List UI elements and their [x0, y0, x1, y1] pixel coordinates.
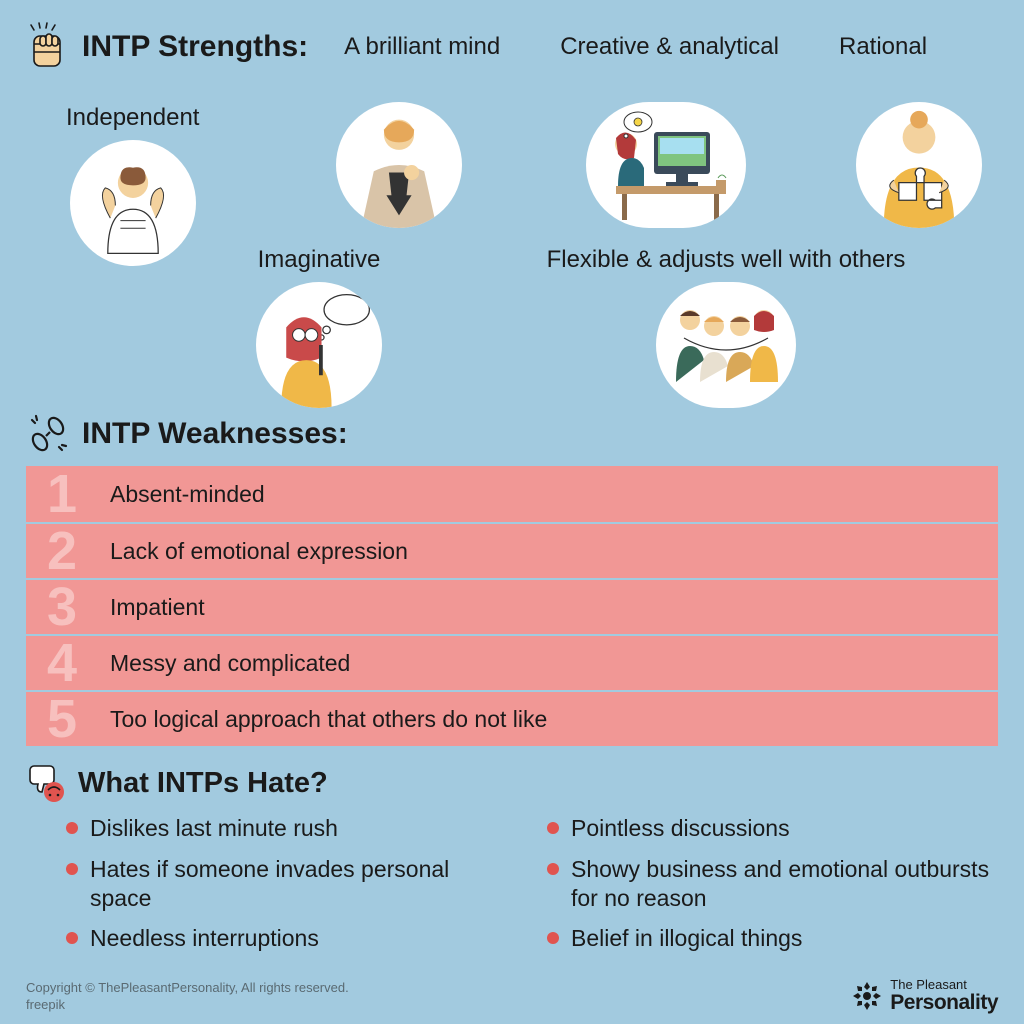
- strength-rational: [856, 102, 982, 228]
- bullet-icon: [547, 822, 559, 834]
- strengths-grid: Independent: [26, 76, 998, 406]
- weakness-text: Absent-minded: [110, 481, 265, 508]
- logo-text: The Pleasant Personality: [890, 978, 998, 1014]
- hate-text: Hates if someone invades personal space: [90, 855, 517, 913]
- hate-text: Needless interruptions: [90, 924, 319, 953]
- hate-text: Pointless discussions: [571, 814, 790, 843]
- weaknesses-header: INTP Weaknesses:: [26, 412, 998, 456]
- hate-item: Hates if someone invades personal space: [66, 855, 517, 913]
- weakness-number: 4: [32, 636, 92, 690]
- strength-label-creative: Creative & analytical: [560, 33, 779, 61]
- bullet-icon: [66, 822, 78, 834]
- strength-independent: Independent: [66, 104, 199, 266]
- thumbs-down-icon: [26, 762, 68, 804]
- weakness-text: Too logical approach that others do not …: [110, 706, 547, 733]
- logo-line2: Personality: [890, 992, 998, 1014]
- weakness-row: 4 Messy and complicated: [26, 634, 998, 690]
- strengths-top-labels: A brilliant mind Creative & analytical R…: [344, 33, 927, 61]
- hates-header: What INTPs Hate?: [26, 762, 998, 804]
- hate-item: Belief in illogical things: [547, 924, 998, 953]
- hates-left-column: Dislikes last minute rush Hates if someo…: [66, 814, 517, 965]
- strength-label-independent: Independent: [66, 104, 199, 132]
- creative-icon: [586, 102, 746, 228]
- strength-label-brilliant: A brilliant mind: [344, 33, 500, 61]
- weakness-row: 2 Lack of emotional expression: [26, 522, 998, 578]
- footer: Copyright © ThePleasantPersonality, All …: [26, 978, 998, 1014]
- bullet-icon: [66, 932, 78, 944]
- weakness-text: Impatient: [110, 594, 205, 621]
- weakness-number: 2: [32, 524, 92, 578]
- independent-icon: [70, 140, 196, 266]
- hate-item: Needless interruptions: [66, 924, 517, 953]
- copyright-block: Copyright © ThePleasantPersonality, All …: [26, 980, 349, 1014]
- weakness-text: Messy and complicated: [110, 650, 350, 677]
- weakness-text: Lack of emotional expression: [110, 538, 408, 565]
- hates-title: What INTPs Hate?: [78, 767, 328, 800]
- hate-text: Belief in illogical things: [571, 924, 802, 953]
- strength-imaginative: Imaginative: [256, 246, 382, 408]
- strength-label-imaginative: Imaginative: [256, 246, 382, 274]
- weakness-row: 3 Impatient: [26, 578, 998, 634]
- fist-icon: [26, 22, 68, 72]
- strength-label-rational: Rational: [839, 33, 927, 61]
- hate-text: Dislikes last minute rush: [90, 814, 338, 843]
- bullet-icon: [66, 863, 78, 875]
- weakness-row: 1 Absent-minded: [26, 466, 998, 522]
- chain-icon: [26, 412, 70, 456]
- strengths-header: INTP Strengths: A brilliant mind Creativ…: [26, 22, 998, 72]
- weaknesses-title: INTP Weaknesses:: [82, 417, 348, 451]
- strength-flexible: Flexible & adjusts well with others: [526, 246, 926, 408]
- bullet-icon: [547, 863, 559, 875]
- strength-brilliant: [336, 102, 462, 228]
- weakness-number: 1: [32, 467, 92, 521]
- weakness-row: 5 Too logical approach that others do no…: [26, 690, 998, 746]
- imaginative-icon: [256, 282, 382, 408]
- weakness-number: 3: [32, 580, 92, 634]
- page-root: INTP Strengths: A brilliant mind Creativ…: [0, 0, 1024, 987]
- hates-columns: Dislikes last minute rush Hates if someo…: [26, 814, 998, 965]
- bullet-icon: [547, 932, 559, 944]
- weakness-number: 5: [32, 692, 92, 746]
- logo-line1: The Pleasant: [890, 978, 998, 992]
- logo: The Pleasant Personality: [850, 978, 998, 1014]
- hate-item: Dislikes last minute rush: [66, 814, 517, 843]
- strengths-title: INTP Strengths:: [82, 30, 308, 64]
- weaknesses-list: 1 Absent-minded 2 Lack of emotional expr…: [26, 466, 998, 746]
- hate-item: Pointless discussions: [547, 814, 998, 843]
- logo-mark-icon: [850, 979, 884, 1013]
- strength-label-flexible: Flexible & adjusts well with others: [526, 246, 926, 274]
- hate-item: Showy business and emotional outbursts f…: [547, 855, 998, 913]
- copyright-text: Copyright © ThePleasantPersonality, All …: [26, 980, 349, 997]
- brilliant-icon: [336, 102, 462, 228]
- hates-right-column: Pointless discussions Showy business and…: [547, 814, 998, 965]
- rational-icon: [856, 102, 982, 228]
- credit-text: freepik: [26, 997, 349, 1014]
- strength-creative: [586, 102, 746, 228]
- flexible-icon: [656, 282, 796, 408]
- hate-text: Showy business and emotional outbursts f…: [571, 855, 998, 913]
